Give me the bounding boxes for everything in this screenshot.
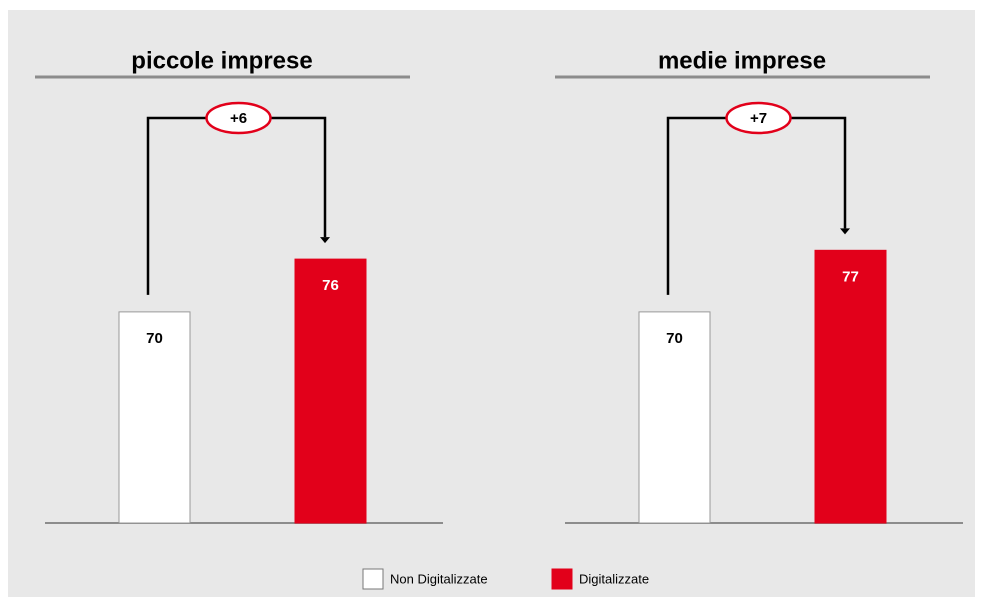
bar bbox=[638, 311, 711, 524]
value-label: 70 bbox=[666, 330, 683, 347]
annotation-ellipse bbox=[725, 101, 792, 135]
panel-title: piccole imprese bbox=[131, 47, 312, 74]
arrow-head bbox=[320, 237, 330, 244]
bar bbox=[814, 249, 887, 524]
panel-title: medie imprese bbox=[658, 47, 826, 74]
legend-label: Digitalizzate bbox=[579, 571, 649, 586]
annotation-ellipse bbox=[205, 101, 272, 135]
annotation: +6 bbox=[230, 110, 247, 127]
legend-swatch bbox=[551, 568, 573, 590]
annotation: +7 bbox=[750, 110, 767, 127]
value-label: 76 bbox=[322, 277, 339, 294]
legend-label: Non Digitalizzate bbox=[390, 571, 488, 586]
arrow-head bbox=[840, 228, 850, 235]
legend-swatch bbox=[362, 568, 384, 590]
bar bbox=[294, 258, 367, 524]
bar bbox=[118, 311, 191, 524]
value-label: 77 bbox=[842, 268, 859, 285]
value-label: 70 bbox=[146, 330, 163, 347]
